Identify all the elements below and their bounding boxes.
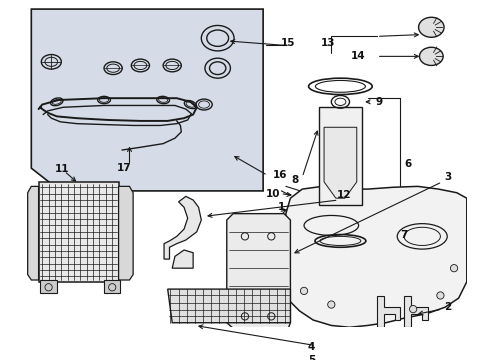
Polygon shape xyxy=(376,296,400,327)
Polygon shape xyxy=(41,280,57,293)
Polygon shape xyxy=(31,9,263,191)
Circle shape xyxy=(300,287,307,294)
Text: 7: 7 xyxy=(400,230,407,239)
Polygon shape xyxy=(283,186,466,327)
Polygon shape xyxy=(167,289,290,323)
Text: 14: 14 xyxy=(350,51,365,61)
Polygon shape xyxy=(163,196,201,259)
Bar xyxy=(318,107,362,206)
Ellipse shape xyxy=(296,330,307,339)
Text: 12: 12 xyxy=(336,190,350,201)
Polygon shape xyxy=(28,186,39,280)
Text: 13: 13 xyxy=(320,38,334,48)
Polygon shape xyxy=(403,296,427,327)
Text: 10: 10 xyxy=(265,189,280,199)
Text: 11: 11 xyxy=(55,164,69,174)
Text: 15: 15 xyxy=(280,38,294,48)
Circle shape xyxy=(436,292,443,299)
Text: 6: 6 xyxy=(403,159,410,168)
Polygon shape xyxy=(119,186,133,280)
Circle shape xyxy=(327,301,334,308)
Polygon shape xyxy=(324,127,356,198)
Text: 16: 16 xyxy=(273,170,287,180)
Text: 1: 1 xyxy=(277,202,285,212)
Polygon shape xyxy=(172,250,193,268)
Bar xyxy=(39,182,119,282)
Circle shape xyxy=(449,265,457,272)
Text: 5: 5 xyxy=(307,355,314,360)
Polygon shape xyxy=(104,280,120,293)
Text: 8: 8 xyxy=(291,175,298,185)
Text: 17: 17 xyxy=(117,163,131,173)
Text: 3: 3 xyxy=(443,172,450,182)
Ellipse shape xyxy=(418,17,443,37)
Text: 4: 4 xyxy=(307,342,314,352)
Circle shape xyxy=(408,306,416,313)
Text: 9: 9 xyxy=(374,97,382,107)
Ellipse shape xyxy=(419,47,442,66)
Text: 2: 2 xyxy=(443,302,450,312)
Polygon shape xyxy=(226,213,290,334)
